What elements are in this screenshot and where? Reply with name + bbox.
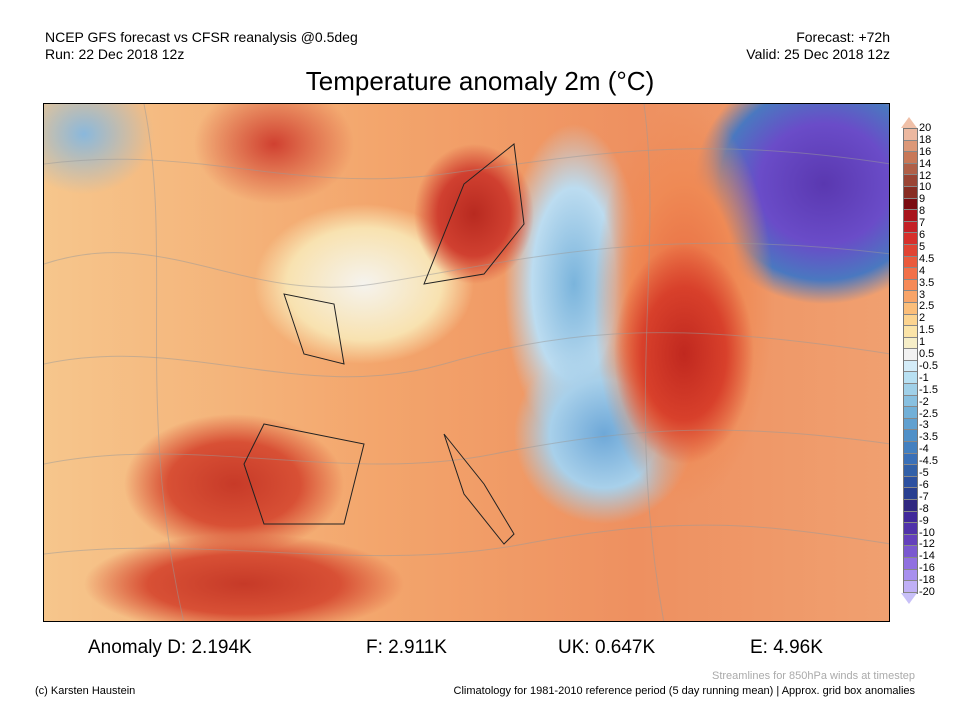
valid-time: Valid: 25 Dec 2018 12z	[746, 46, 890, 62]
colorbar-max-arrow	[901, 117, 917, 128]
colorbar-label: -0.5	[919, 359, 938, 372]
header-right: Forecast: +72h Valid: 25 Dec 2018 12z	[746, 29, 890, 63]
colorbar-swatch	[904, 581, 917, 593]
colorbar-swatch	[904, 465, 917, 477]
colorbar-label: -14	[919, 550, 935, 563]
colorbar-swatch	[904, 418, 917, 431]
colorbar-label: -7	[919, 490, 929, 503]
climatology-note: Climatology for 1981-2010 reference peri…	[453, 685, 915, 697]
colorbar-swatch	[904, 129, 917, 141]
run-time: Run: 22 Dec 2018 12z	[45, 46, 185, 62]
anomaly-europe: E: 4.96K	[750, 637, 823, 658]
colorbar-swatch	[904, 372, 917, 385]
streamlines-note: Streamlines for 850hPa winds at timestep	[712, 670, 915, 682]
colorbar-swatch	[904, 453, 917, 466]
colorbar-swatch	[904, 500, 917, 512]
colorbar-swatch	[904, 314, 917, 327]
colorbar-swatch	[904, 488, 917, 500]
colorbar-swatch	[904, 430, 917, 443]
colorbar-swatch	[904, 163, 917, 176]
colorbar-swatch	[904, 140, 917, 153]
colorbar-swatch	[904, 476, 917, 489]
forecast-hour: Forecast: +72h	[796, 29, 890, 45]
colorbar-label: -1	[919, 371, 929, 384]
colorbar-swatch	[904, 244, 917, 257]
colorbar-label: -9	[919, 514, 929, 527]
colorbar-swatch	[904, 221, 917, 234]
colorbar-label: 16	[919, 145, 932, 158]
colorbar-swatch	[904, 442, 917, 454]
copyright: (c) Karsten Haustein	[35, 685, 136, 697]
colorbar-swatch	[904, 152, 917, 164]
colorbar-label: 3	[919, 288, 926, 301]
colorbar-swatch	[904, 279, 917, 292]
model-description: NCEP GFS forecast vs CFSR reanalysis @0.…	[45, 29, 358, 45]
colorbar-label: 4.5	[919, 252, 935, 265]
colorbar-label: 7	[919, 217, 926, 230]
colorbar-swatch	[904, 291, 917, 303]
colorbar-swatch	[904, 175, 917, 187]
colorbar-swatch	[904, 511, 917, 524]
colorbar-swatch	[904, 302, 917, 315]
colorbar-swatch	[904, 546, 917, 558]
colorbar-label: -8	[919, 502, 929, 515]
colorbar-label: 1	[919, 336, 926, 349]
colorbar-swatch	[904, 233, 917, 245]
colorbar-label: -4	[919, 443, 929, 456]
colorbar-swatch	[904, 326, 917, 338]
colorbar-label: -5	[919, 467, 929, 480]
colorbar-swatch	[904, 210, 917, 222]
map-title: Temperature anomaly 2m (°C)	[305, 66, 655, 96]
colorbar-label: 0.5	[919, 348, 935, 361]
colorbar-label: 2	[919, 312, 926, 325]
colorbar-label: 18	[919, 133, 932, 146]
colorbar-label: 3.5	[919, 276, 935, 289]
colorbar-label: 6	[919, 229, 926, 242]
colorbar-swatch	[904, 384, 917, 396]
colorbar-label: -18	[919, 574, 935, 587]
colorbar-label: 14	[919, 157, 932, 170]
colorbar-label: -6	[919, 478, 929, 491]
colorbar-label: -2	[919, 395, 929, 408]
colorbar-label: -1.5	[919, 383, 938, 396]
colorbar-swatch	[904, 337, 917, 350]
colorbar-swatch	[904, 256, 917, 269]
colorbar-label: -10	[919, 526, 935, 539]
colorbar-swatch	[904, 268, 917, 280]
anomaly-germany: Anomaly D: 2.194K	[88, 637, 252, 658]
colorbar-label: -3.5	[919, 431, 938, 444]
colorbar-label: 2.5	[919, 300, 935, 313]
colorbar-label: -20	[919, 586, 935, 598]
colorbar-label: -12	[919, 538, 935, 551]
colorbar-swatch	[904, 523, 917, 535]
colorbar-swatch	[904, 395, 917, 408]
colorbar-swatch	[904, 360, 917, 373]
colorbar-swatch	[904, 557, 917, 570]
colorbar-label: 4	[919, 264, 926, 277]
colorbar-swatch	[904, 407, 917, 419]
header-left: NCEP GFS forecast vs CFSR reanalysis @0.…	[45, 29, 358, 63]
colorbar-label: -3	[919, 419, 929, 432]
colorbar-swatch	[904, 349, 917, 361]
colorbar-label: -4.5	[919, 455, 938, 468]
colorbar-min-arrow	[901, 593, 917, 604]
anomaly-map	[43, 103, 890, 622]
colorbar-label: 10	[919, 181, 932, 194]
colorbar-swatch	[904, 534, 917, 547]
colorbar-label: -16	[919, 562, 935, 575]
colorbar-swatch	[904, 198, 917, 211]
colorbar-label: 1.5	[919, 324, 935, 337]
colorbar-swatch	[904, 186, 917, 199]
colorbar-label: 8	[919, 205, 926, 218]
colorbar-label: 20	[919, 122, 932, 134]
colorbar-label: 5	[919, 240, 926, 253]
anomaly-france: F: 2.911K	[366, 637, 447, 658]
streamlines	[44, 104, 889, 621]
colorbar	[903, 128, 918, 594]
colorbar-swatch	[904, 569, 917, 582]
colorbar-label: 9	[919, 193, 926, 206]
colorbar-label: 12	[919, 169, 932, 182]
anomaly-uk: UK: 0.647K	[558, 637, 656, 658]
colorbar-label: -2.5	[919, 407, 938, 420]
